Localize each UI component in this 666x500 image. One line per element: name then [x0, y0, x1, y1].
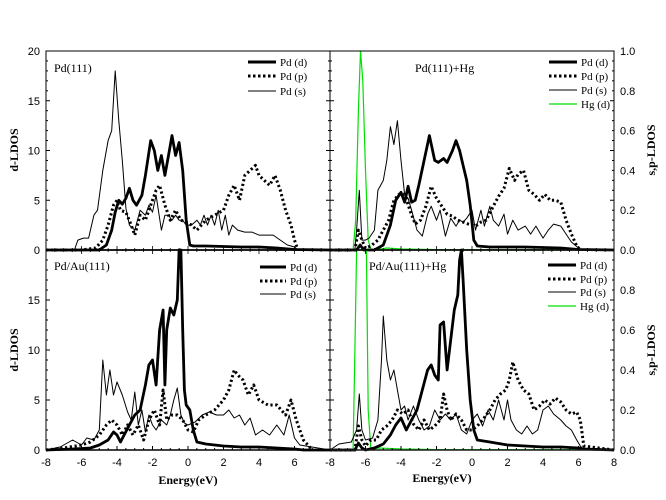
- x-tick-label: -6: [77, 457, 87, 469]
- series-pd-p: [45, 368, 314, 452]
- x-tick-label: 6: [291, 457, 297, 469]
- x-tick-label: -4: [396, 457, 406, 469]
- legend-label-pd-p: Pd (p): [581, 71, 609, 83]
- legend-label-pd-p: Pd (p): [580, 274, 608, 286]
- y-tick-label-right: 0.6: [620, 126, 635, 138]
- y-tick-label-left: 10: [28, 146, 40, 158]
- y-tick-label-left: 20: [28, 46, 40, 58]
- x-tick-label: -8: [325, 457, 335, 469]
- y-tick-label-left: 5: [34, 395, 40, 407]
- legend-label-pd-d: Pd (d): [280, 57, 308, 69]
- x-axis-title-left: Energy(eV): [158, 473, 217, 487]
- legend-label-pd-s: Pd (s): [580, 287, 606, 299]
- legend-label-pd-d: Pd (d): [581, 57, 609, 69]
- x-tick-label: -6: [361, 457, 371, 469]
- legend-label-pd-s: Pd (s): [290, 289, 316, 301]
- legend-label-pd-p: Pd (p): [290, 276, 318, 288]
- legend-label-pd-s: Pd (s): [280, 86, 306, 98]
- x-tick-label: -2: [148, 457, 158, 469]
- panel-title-pd111-hg: Pd(111)+Hg: [415, 61, 474, 75]
- y-tick-label-right: 0.0: [620, 445, 635, 457]
- x-tick-label: 2: [220, 457, 226, 469]
- legend-label-pd-d: Pd (d): [290, 262, 318, 274]
- legend-label-pd-p: Pd (p): [280, 71, 308, 83]
- labels-layer: 051015200510150.00.20.40.60.81.00.00.20.…: [28, 46, 636, 469]
- legend-label-pd-s: Pd (s): [581, 85, 607, 97]
- x-tick-label: 4: [540, 457, 546, 469]
- y-tick-label-left: 5: [34, 195, 40, 207]
- y-tick-label-right: 0.4: [620, 365, 635, 377]
- series-pd-s: [330, 120, 614, 251]
- x-tick-label: 8: [611, 457, 617, 469]
- panel-4-curves: [329, 248, 615, 452]
- x-tick-label: 0: [469, 457, 475, 469]
- series-pd-p: [330, 166, 582, 252]
- y-tick-label-left: 15: [28, 96, 40, 108]
- legend-label-pd-d: Pd (d): [580, 260, 608, 272]
- legend-bottom-left: Pd (d) Pd (p) Pd (s): [260, 262, 318, 301]
- y-tick-label-right: 0.8: [620, 285, 635, 297]
- y-tick-label-right: 1.0: [620, 46, 635, 58]
- y-tick-label-left: 0: [34, 445, 40, 457]
- series-pd-s: [45, 359, 331, 451]
- y-tick-label-right: 0.0: [620, 245, 635, 257]
- y-axis-title-left-bottom: d-LDOS: [7, 328, 21, 372]
- series-pd-d: [330, 248, 615, 452]
- series-pd-d: [330, 134, 615, 252]
- x-axis-title-right: Energy(eV): [412, 471, 471, 485]
- series-pd-p: [330, 360, 615, 452]
- y-tick-label-right: 0.8: [620, 86, 635, 98]
- series-pd-d: [45, 248, 330, 452]
- panel-title-pdau111-hg: Pd/Au(111)+Hg: [369, 259, 446, 273]
- y-tick-label-right: 0.6: [620, 325, 635, 337]
- y-tick-label-left: 10: [28, 345, 40, 357]
- panel-2-curves: [330, 50, 615, 252]
- x-tick-label: 4: [256, 457, 262, 469]
- series-pd-s: [46, 70, 330, 251]
- y-axis-title-left-top: d-LDOS: [7, 128, 21, 172]
- x-tick-label: 0: [185, 457, 191, 469]
- y-tick-label-left: 0: [34, 245, 40, 257]
- y-tick-label-right: 0.2: [620, 405, 635, 417]
- panel-3-curves: [45, 248, 331, 452]
- x-tick-label: 2: [504, 457, 510, 469]
- y-tick-label-right: 0.2: [620, 205, 635, 217]
- legend-top-left: Pd (d) Pd (p) Pd (s): [248, 57, 308, 98]
- y-axis-title-right-top: s,p-LDOS: [644, 124, 658, 175]
- legend-bottom-right: Pd (d) Pd (p) Pd (s) Hg (d): [548, 260, 609, 313]
- x-tick-label: 6: [575, 457, 581, 469]
- x-tick-label: -8: [41, 457, 51, 469]
- series-pd-p: [46, 163, 300, 252]
- panel-title-pd111: Pd(111): [54, 61, 92, 75]
- x-tick-label: -4: [112, 457, 122, 469]
- legend-top-right: Pd (d) Pd (p) Pd (s) Hg (d): [549, 57, 610, 111]
- legend-label-hg-d: Hg (d): [581, 99, 610, 111]
- series-pd-d: [46, 134, 331, 252]
- panel-title-pdau111: Pd/Au(111): [54, 259, 110, 273]
- x-tick-label: -2: [432, 457, 442, 469]
- y-axis-title-right-bottom: s,p-LDOS: [644, 324, 658, 375]
- series-pd-s: [329, 315, 614, 451]
- y-tick-label-right: 0.4: [620, 165, 635, 177]
- y-tick-label-left: 15: [28, 295, 40, 307]
- ticks-layer: [45, 50, 615, 451]
- legend-label-hg-d: Hg (d): [580, 301, 609, 313]
